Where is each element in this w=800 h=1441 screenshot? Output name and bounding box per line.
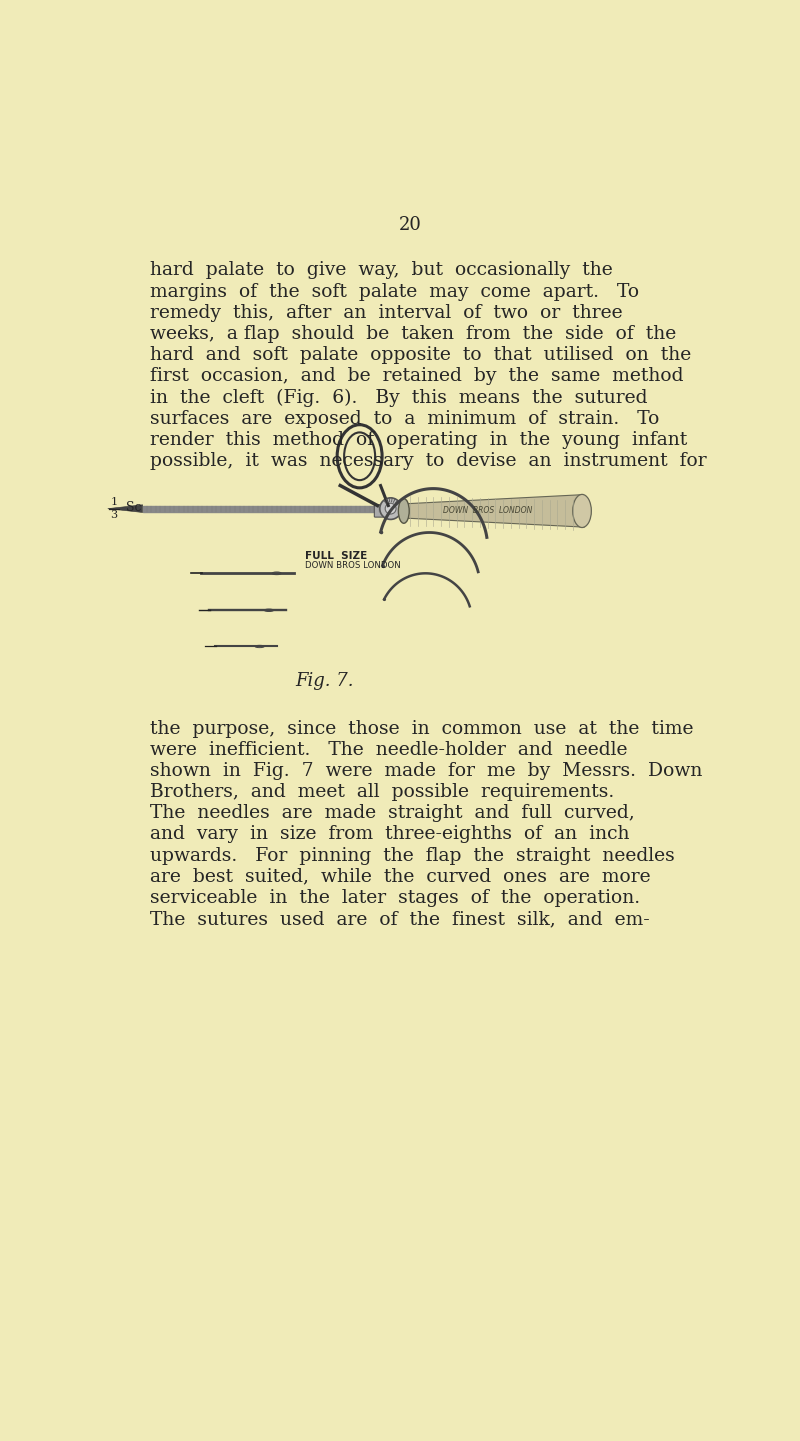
Text: upwards.   For  pinning  the  flap  the  straight  needles: upwards. For pinning the flap the straig… [150, 847, 675, 865]
Text: are  best  suited,  while  the  curved  ones  are  more: are best suited, while the curved ones a… [150, 867, 651, 886]
Text: The  needles  are  made  straight  and  full  curved,: The needles are made straight and full c… [150, 804, 635, 823]
Text: remedy  this,  after  an  interval  of  two  or  three: remedy this, after an interval of two or… [150, 304, 623, 321]
Text: 3: 3 [110, 510, 118, 520]
Text: and  vary  in  size  from  three-eighths  of  an  inch: and vary in size from three-eighths of a… [150, 826, 630, 843]
Text: shown  in  Fig.  7  were  made  for  me  by  Messrs.  Down: shown in Fig. 7 were made for me by Mess… [150, 762, 702, 780]
Text: weeks,  a flap  should  be  taken  from  the  side  of  the: weeks, a flap should be taken from the s… [150, 326, 677, 343]
Text: The  sutures  used  are  of  the  finest  silk,  and  em-: The sutures used are of the finest silk,… [150, 911, 650, 928]
Ellipse shape [272, 572, 282, 575]
Polygon shape [108, 504, 142, 513]
Circle shape [386, 503, 396, 514]
Ellipse shape [344, 432, 375, 480]
Text: 20: 20 [398, 216, 422, 235]
Text: the  purpose,  since  those  in  common  use  at  the  time: the purpose, since those in common use a… [150, 719, 694, 738]
Text: serviceable  in  the  later  stages  of  the  operation.: serviceable in the later stages of the o… [150, 889, 641, 906]
Text: 1: 1 [110, 497, 118, 507]
Text: surfaces  are  exposed  to  a  minimum  of  strain.   To: surfaces are exposed to a minimum of str… [150, 409, 660, 428]
Text: DOWN  BROS  LONDON: DOWN BROS LONDON [443, 506, 532, 516]
Text: in  the  cleft  (Fig.  6).   By  this  means  the  sutured: in the cleft (Fig. 6). By this means the… [150, 389, 648, 406]
Text: FULL  SIZE: FULL SIZE [306, 552, 368, 562]
Text: Fig. 7.: Fig. 7. [295, 672, 354, 690]
Text: render  this  method  of  operating  in  the  young  infant: render this method of operating in the y… [150, 431, 688, 448]
Ellipse shape [398, 499, 410, 523]
Polygon shape [401, 494, 584, 527]
Text: Brothers,  and  meet  all  possible  requirements.: Brothers, and meet all possible requirem… [150, 782, 614, 801]
Ellipse shape [573, 494, 591, 527]
Circle shape [380, 497, 402, 519]
Text: first  occasion,  and  be  retained  by  the  same  method: first occasion, and be retained by the s… [150, 367, 684, 385]
Text: hard  palate  to  give  way,  but  occasionally  the: hard palate to give way, but occasionall… [150, 261, 613, 280]
Text: margins  of  the  soft  palate  may  come  apart.   To: margins of the soft palate may come apar… [150, 282, 639, 301]
FancyBboxPatch shape [374, 504, 391, 517]
Ellipse shape [264, 610, 274, 611]
Text: were  inefficient.   The  needle-holder  and  needle: were inefficient. The needle-holder and … [150, 741, 628, 759]
Text: possible,  it  was  necessary  to  devise  an  instrument  for: possible, it was necessary to devise an … [150, 452, 707, 470]
Text: hard  and  soft  palate  opposite  to  that  utilised  on  the: hard and soft palate opposite to that ut… [150, 346, 692, 365]
Ellipse shape [255, 646, 264, 647]
Text: Sc: Sc [126, 501, 142, 514]
Text: DOWN BROS LONDON: DOWN BROS LONDON [306, 561, 401, 571]
